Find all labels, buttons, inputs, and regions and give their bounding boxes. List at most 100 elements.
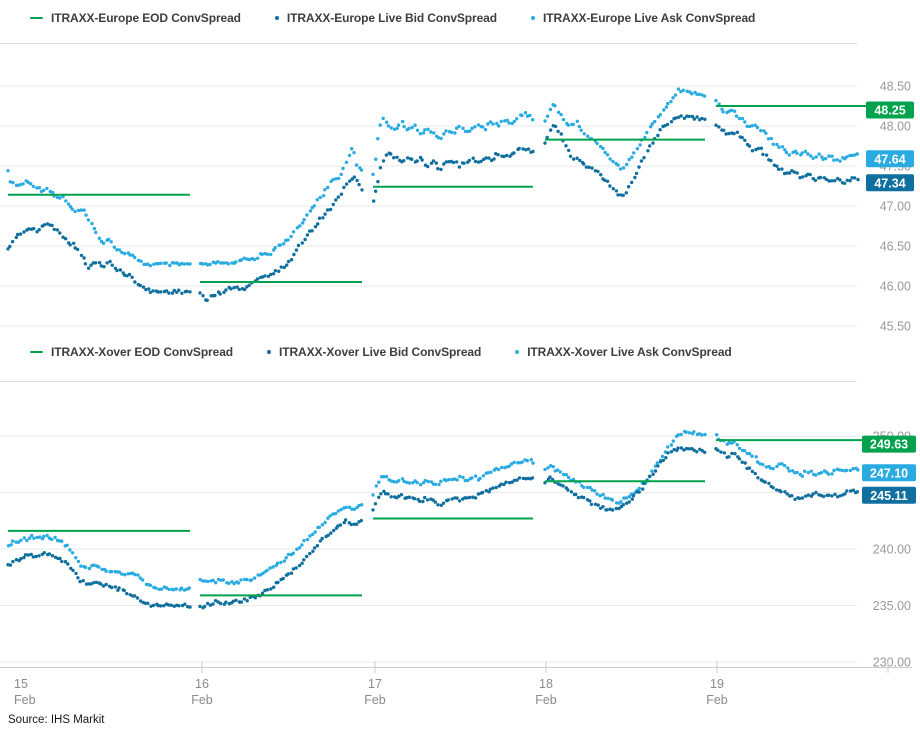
ask-dot <box>515 117 519 121</box>
ask-dot <box>481 125 485 129</box>
chart-europe: 48.5048.0047.5047.0046.5046.0045.5048.25… <box>0 80 914 334</box>
legend-dot-marker-icon <box>274 16 279 20</box>
bid-dot <box>392 156 396 160</box>
ask-dot <box>561 117 566 122</box>
bid-dot <box>848 179 852 183</box>
ask-dot <box>433 482 438 487</box>
bid-dot <box>22 555 26 560</box>
eod-badge: 48.25 <box>866 101 914 119</box>
bid-dot <box>272 585 276 589</box>
ask-dot <box>737 446 742 451</box>
ask-dot <box>429 130 433 134</box>
bid-dot <box>167 603 171 607</box>
ask-dot <box>326 516 330 520</box>
ask-dot <box>201 262 205 266</box>
bid-badge-bg <box>862 486 916 504</box>
bid-dot <box>177 288 181 292</box>
bid-dot <box>332 528 336 533</box>
ask-dot <box>830 472 834 476</box>
bid-dot <box>105 261 109 265</box>
bid-dot <box>213 599 218 603</box>
bid-dot <box>61 235 65 239</box>
bid-dot <box>146 601 150 605</box>
ask-dot <box>470 126 474 131</box>
ask-dot <box>787 469 791 473</box>
bid-dot <box>325 208 330 212</box>
legend-item[interactable]: ITRAXX-Xover Live Ask ConvSpread <box>515 345 732 359</box>
ask-dot <box>65 543 69 547</box>
bid-dot <box>559 132 563 136</box>
ask-dot <box>167 587 171 592</box>
bid-dot <box>300 241 304 245</box>
ask-dot <box>483 127 488 132</box>
bid-dot <box>198 291 202 295</box>
bid-dot <box>37 554 41 558</box>
ask-dot <box>112 245 117 249</box>
ask-dot <box>671 439 675 443</box>
ask-dot <box>308 534 312 538</box>
ask-dot <box>703 432 707 437</box>
legend-item[interactable]: ITRAXX-Europe EOD ConvSpread <box>30 11 241 25</box>
ask-dot <box>762 129 766 133</box>
ask-dot <box>497 467 501 472</box>
bid-dot <box>549 128 553 132</box>
axis-label: Feb <box>191 693 213 707</box>
ask-dot <box>11 180 15 185</box>
ask-dot <box>737 116 742 121</box>
bid-dot <box>480 490 485 495</box>
bid-dot <box>769 158 773 163</box>
ask-dot <box>824 156 828 161</box>
ask-dot <box>491 122 495 126</box>
ask-dot <box>551 465 555 469</box>
ask-dot <box>252 257 257 262</box>
ask-dot <box>92 563 96 567</box>
ask-dot <box>245 577 249 582</box>
bid-dot <box>172 288 176 293</box>
bid-dot <box>761 152 765 157</box>
bid-dot <box>512 151 516 155</box>
bid-dot <box>164 289 169 293</box>
ask-dot <box>336 509 340 513</box>
ask-dot <box>795 151 799 155</box>
ask-dot <box>439 479 443 483</box>
ask-dot <box>466 478 470 483</box>
ask-dot <box>94 230 98 235</box>
bid-dot <box>642 481 646 486</box>
bid-dot <box>175 290 179 294</box>
bid-dot <box>824 177 829 182</box>
bid-dot <box>311 549 315 553</box>
bid-dot <box>138 599 143 603</box>
bid-dot <box>727 131 731 136</box>
ask-dot <box>179 261 184 266</box>
bid-dot <box>185 289 189 293</box>
bid-dot <box>776 167 781 171</box>
ask-dot <box>837 468 842 472</box>
axis-label: 45.50 <box>880 320 911 334</box>
ask-dot <box>586 134 590 138</box>
ask-dot <box>242 256 246 260</box>
bid-dot <box>446 498 450 502</box>
bid-dot <box>619 193 623 197</box>
ask-dot <box>331 512 335 516</box>
bid-dot <box>587 165 591 169</box>
bid-dot <box>72 241 76 245</box>
ask-dot <box>87 566 92 571</box>
ask-dot <box>174 587 178 591</box>
bid-dot <box>651 472 655 476</box>
bid-dot <box>484 156 488 160</box>
ask-dot <box>30 533 34 538</box>
legend-item[interactable]: ITRAXX-Europe Live Ask ConvSpread <box>530 11 755 25</box>
ask-dot <box>520 460 524 464</box>
bid-dot <box>724 132 728 136</box>
bid-dot <box>626 185 631 189</box>
ask-dot <box>249 578 254 582</box>
legend-item[interactable]: ITRAXX-Xover Live Bid ConvSpread <box>267 345 481 359</box>
ask-badge-bg <box>866 150 914 168</box>
bid-dot <box>31 555 35 559</box>
legend-item[interactable]: ITRAXX-Europe Live Bid ConvSpread <box>274 11 497 25</box>
bid-dot <box>235 285 239 289</box>
axis-label: Feb <box>364 693 386 707</box>
legend-item[interactable]: ITRAXX-Xover EOD ConvSpread <box>30 345 233 359</box>
axis-label: 16 <box>195 677 209 691</box>
